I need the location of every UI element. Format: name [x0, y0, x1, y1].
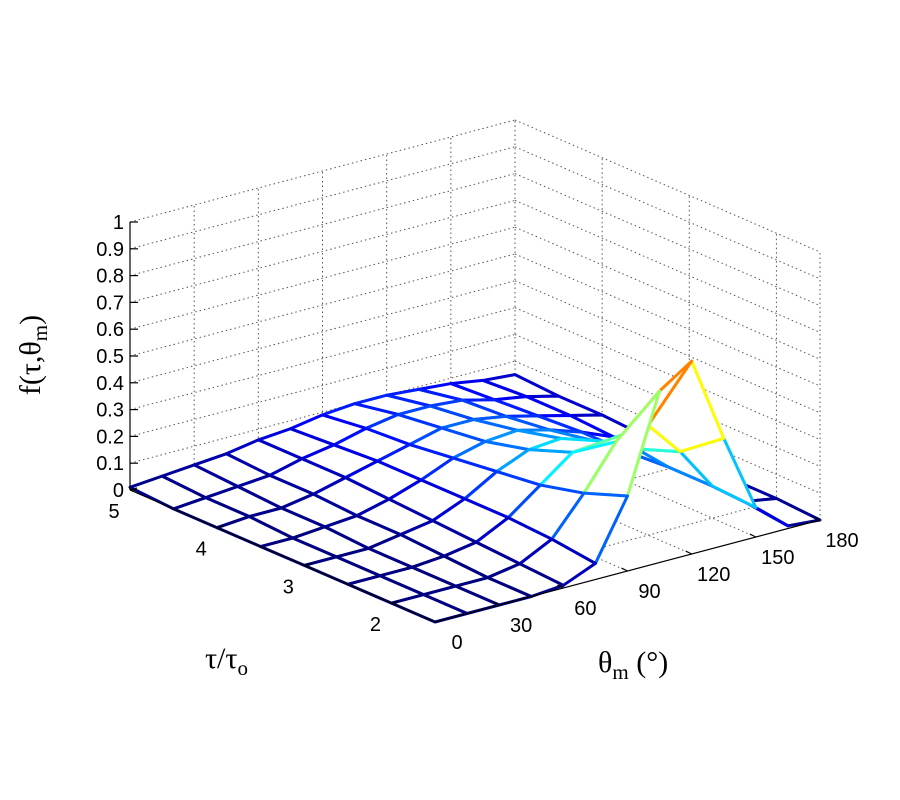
surface: [128, 359, 822, 624]
z-tick-label: 0.7: [96, 292, 124, 314]
y-label-main: τ/τ: [205, 642, 237, 675]
x-tick-label: 180: [825, 530, 858, 552]
x-label-sub: m: [612, 660, 628, 684]
z-tick-label: 0.5: [96, 346, 124, 368]
y-tick: [391, 600, 399, 604]
grid-line: [129, 226, 516, 330]
grid-line: [386, 421, 692, 555]
z-tick-label: 0.8: [96, 266, 124, 288]
x-axis-label: θm (°): [598, 646, 668, 684]
z-label-tail: ): [14, 315, 47, 325]
x-tick-label: 120: [697, 564, 730, 586]
grid-line: [129, 119, 516, 223]
y-tick-label: 4: [196, 539, 207, 561]
grid-line: [129, 253, 516, 357]
x-axis: [434, 519, 821, 623]
grid-line: [129, 146, 516, 250]
grid-line: [514, 307, 821, 441]
grid-line: [514, 173, 821, 307]
x-tick-label: 60: [574, 598, 596, 620]
x-tick-label: 0: [451, 632, 462, 654]
axes: 0 0.1 0.2 0.3 0.4 0.5 0.6 0.7 0.8 0.9 1 0 30 60 90 120 1…: [96, 212, 859, 654]
grid-line: [129, 333, 516, 437]
z-axis-label: f(τ,θm): [14, 315, 52, 395]
z-tick-label: 0.3: [96, 400, 124, 422]
z-tick-label: 0: [113, 480, 124, 502]
grid-line: [129, 307, 516, 411]
grid-line: [129, 173, 516, 277]
z-label-main: f(τ,θ: [14, 341, 47, 395]
x-tick: [492, 601, 500, 606]
y-tick: [216, 525, 225, 529]
x-tick: [621, 567, 628, 572]
grid-line: [514, 199, 821, 333]
y-tick: [304, 562, 312, 567]
x-label-tail: (°): [629, 646, 668, 679]
grid-line: [129, 360, 516, 464]
x-tick: [749, 533, 757, 538]
grid-line: [450, 404, 757, 538]
z-tick-label: 0.4: [96, 373, 124, 395]
y-axis: [129, 489, 436, 623]
x-tick: [685, 550, 692, 555]
grid-line: [514, 253, 821, 387]
y-tick-label: 2: [370, 614, 381, 636]
y-tick-label: 3: [283, 576, 294, 598]
z-tick-label: 0.9: [96, 239, 124, 261]
y-tick-label: 5: [108, 501, 119, 523]
grid-line: [514, 280, 821, 414]
x-label-main: θ: [598, 646, 612, 679]
x-tick: [557, 584, 564, 589]
z-tick-label: 0.2: [96, 426, 124, 448]
y-axis-label: τ/τo: [205, 642, 248, 680]
x-tick-label: 90: [638, 581, 660, 603]
y-label-sub: o: [237, 656, 248, 680]
x-tick-label: 30: [510, 615, 532, 637]
z-label-sub: m: [28, 325, 52, 341]
grid-line: [514, 146, 821, 280]
z-tick-label: 0.6: [96, 319, 124, 341]
z-tick-label: 1: [113, 212, 124, 234]
y-tick: [129, 487, 138, 491]
z-tick-label: 0.1: [96, 453, 124, 475]
grid-line: [129, 199, 516, 303]
x-tick: [813, 516, 821, 521]
x-tick-label: 150: [761, 547, 794, 569]
grid-line: [129, 280, 516, 384]
grid-line: [514, 119, 821, 253]
grid-line: [514, 360, 821, 494]
grid-line: [514, 333, 821, 467]
grid-line: [514, 226, 821, 360]
